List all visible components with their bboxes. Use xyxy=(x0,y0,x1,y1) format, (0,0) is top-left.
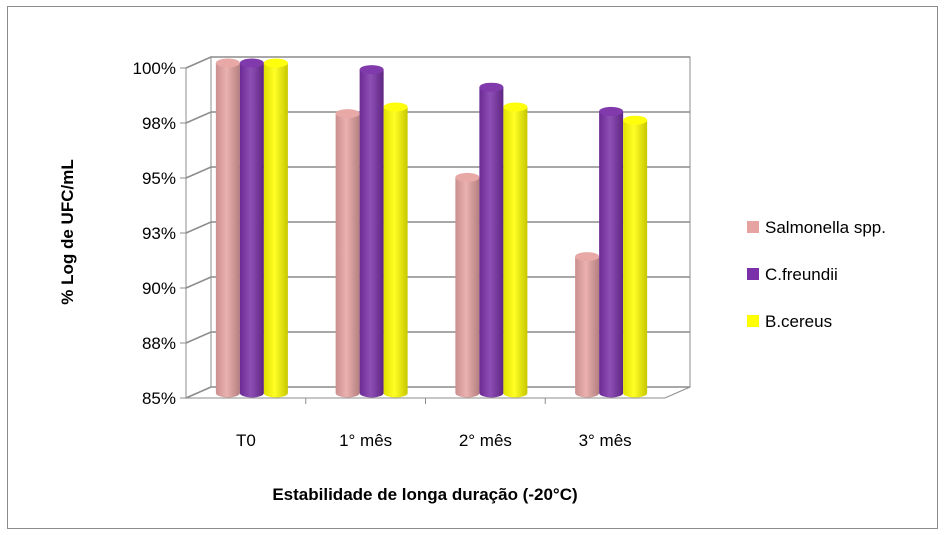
bar xyxy=(455,172,480,398)
bar xyxy=(383,102,408,398)
bar-top xyxy=(263,58,288,68)
x-tick-labels: T0 1° mês 2° mês 3° mês xyxy=(236,431,632,450)
y-tick-label: 100% xyxy=(133,59,176,78)
gridline xyxy=(185,56,690,69)
bar-body xyxy=(479,87,504,398)
bar-body xyxy=(383,107,408,398)
bar-top xyxy=(359,65,384,75)
bar xyxy=(239,58,264,398)
legend-swatch xyxy=(747,315,759,327)
bar xyxy=(479,82,504,398)
bar-body xyxy=(359,69,384,398)
bar-top xyxy=(455,172,480,182)
bar xyxy=(503,102,528,398)
bar-body xyxy=(455,177,480,398)
legend-swatch xyxy=(747,268,759,280)
gridline xyxy=(185,331,690,344)
bar-body xyxy=(623,120,648,398)
bar-top xyxy=(335,109,360,119)
bar-top xyxy=(479,82,504,92)
legend: Salmonella spp. C.freundii B.cereus xyxy=(747,218,886,331)
bar-top xyxy=(503,102,528,112)
bar-top xyxy=(575,252,600,262)
bar xyxy=(575,252,600,398)
gridline xyxy=(185,111,690,124)
bar-top xyxy=(599,106,624,116)
x-axis-title: Estabilidade de longa duração (-20°C) xyxy=(272,485,577,504)
gridline xyxy=(185,276,690,289)
y-tick-label: 85% xyxy=(142,389,176,408)
bar xyxy=(263,58,288,398)
gridline xyxy=(185,386,690,399)
y-tick-label: 88% xyxy=(142,334,176,353)
y-tick-labels: 85% 88% 90% 93% 95% 98% 100% xyxy=(133,59,176,408)
bar-body xyxy=(599,111,624,398)
bar xyxy=(359,65,384,398)
x-tick-label: 3° mês xyxy=(579,431,632,450)
bar-top xyxy=(239,58,264,68)
bar xyxy=(599,106,624,398)
bar-body xyxy=(239,63,264,398)
y-tick-label: 95% xyxy=(142,169,176,188)
bar-body xyxy=(263,63,288,398)
gridline xyxy=(185,221,690,234)
legend-label: B.cereus xyxy=(765,312,832,331)
bars xyxy=(215,58,648,398)
bar-top xyxy=(383,102,408,112)
bar xyxy=(215,58,240,398)
bar-top xyxy=(623,115,648,125)
bar-body xyxy=(503,107,528,398)
gridline xyxy=(185,166,690,179)
legend-swatch xyxy=(747,221,759,233)
y-axis-title: % Log de UFC/mL xyxy=(58,159,77,304)
x-tick-label: T0 xyxy=(236,431,256,450)
bar-body xyxy=(215,63,240,398)
y-tick-label: 93% xyxy=(142,224,176,243)
bar xyxy=(623,115,648,398)
x-tick-label: 2° mês xyxy=(459,431,512,450)
legend-label: C.freundii xyxy=(765,265,838,284)
bar-top xyxy=(215,58,240,68)
bar xyxy=(335,109,360,398)
legend-label: Salmonella spp. xyxy=(765,218,886,237)
bar-body xyxy=(575,256,600,398)
gridlines xyxy=(180,56,690,404)
x-tick-label: 1° mês xyxy=(339,431,392,450)
y-tick-label: 90% xyxy=(142,279,176,298)
y-tick-label: 98% xyxy=(142,114,176,133)
bar-body xyxy=(335,113,360,398)
